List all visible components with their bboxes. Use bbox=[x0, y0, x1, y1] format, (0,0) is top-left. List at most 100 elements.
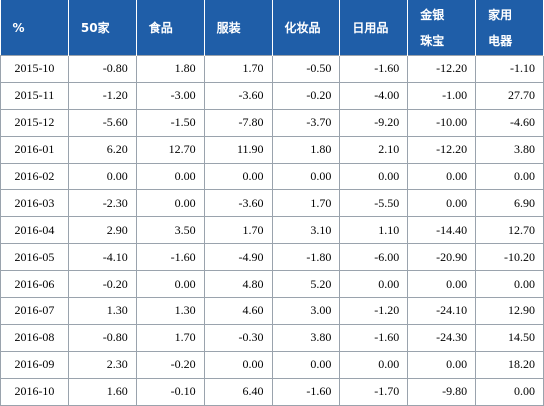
date-cell: 2016-02 bbox=[0, 162, 69, 191]
header-text: 50家 bbox=[80, 20, 110, 35]
value-cell: -3.60 bbox=[203, 189, 273, 218]
value-cell: 4.80 bbox=[203, 270, 273, 299]
header-text: 服装 bbox=[216, 20, 241, 35]
value-cell: 0.00 bbox=[407, 350, 477, 379]
table-row: 2016-07 1.30 1.30 4.60 3.00 -1.20 -24.10 12.90 bbox=[0, 297, 544, 325]
value-cell: -7.80 bbox=[203, 108, 273, 137]
value-cell: -1.60 bbox=[135, 243, 205, 272]
value-cell: 6.40 bbox=[203, 377, 273, 406]
value-cell: 11.90 bbox=[203, 135, 273, 164]
value-cell: 3.50 bbox=[135, 216, 205, 245]
value-cell: -1.00 bbox=[407, 81, 477, 110]
value-cell: 4.60 bbox=[203, 297, 273, 325]
value-cell: 0.00 bbox=[271, 350, 341, 379]
value-cell: 0.00 bbox=[135, 162, 205, 191]
table-body: 2015-10 -0.80 1.80 1.70 -0.50 -1.60 -12.20 -1.1… bbox=[0, 55, 544, 406]
value-cell: 2.10 bbox=[339, 135, 409, 164]
header-cell: 家用 电器 bbox=[475, 0, 544, 56]
value-cell: -0.10 bbox=[135, 377, 205, 406]
value-cell: 3.00 bbox=[271, 297, 341, 325]
value-cell: 14.50 bbox=[475, 323, 544, 352]
value-cell: -12.20 bbox=[407, 55, 477, 83]
header-text: 日用品 bbox=[352, 20, 389, 35]
date-cell: 2016-07 bbox=[0, 297, 69, 325]
value-cell: 0.00 bbox=[67, 162, 137, 191]
value-cell: -4.60 bbox=[475, 108, 544, 137]
value-cell: -1.50 bbox=[135, 108, 205, 137]
value-cell: -5.50 bbox=[339, 189, 409, 218]
value-cell: -24.30 bbox=[407, 323, 477, 352]
value-cell: 0.00 bbox=[407, 162, 477, 191]
date-cell: 2016-03 bbox=[0, 189, 69, 218]
value-cell: -3.70 bbox=[271, 108, 341, 137]
value-cell: -24.10 bbox=[407, 297, 477, 325]
value-cell: 0.00 bbox=[339, 350, 409, 379]
date-cell: 2015-12 bbox=[0, 108, 69, 137]
value-cell: -0.50 bbox=[271, 55, 341, 83]
header-cell: 50家 bbox=[68, 0, 137, 56]
table-row: 2016-02 0.00 0.00 0.00 0.00 0.00 0.00 0.00 bbox=[0, 162, 544, 191]
value-cell: -14.40 bbox=[407, 216, 477, 245]
table-row: 2016-10 1.60 -0.10 6.40 -1.60 -1.70 -9.80 0.00 bbox=[0, 377, 544, 406]
value-cell: -20.90 bbox=[407, 243, 477, 272]
table-row: 2016-09 2.30 -0.20 0.00 0.00 0.00 0.00 18.20 bbox=[0, 350, 544, 379]
value-cell: 0.00 bbox=[407, 270, 477, 299]
value-cell: 1.80 bbox=[135, 55, 205, 83]
table-row: 2016-05 -4.10 -1.60 -4.90 -1.80 -6.00 -20.90 -1… bbox=[0, 243, 544, 272]
value-cell: -12.20 bbox=[407, 135, 477, 164]
value-cell: -0.30 bbox=[203, 323, 273, 352]
value-cell: -9.80 bbox=[407, 377, 477, 406]
value-cell: 1.70 bbox=[203, 216, 273, 245]
value-cell: -0.80 bbox=[67, 55, 137, 83]
value-cell: -10.20 bbox=[475, 243, 544, 272]
value-cell: 0.00 bbox=[271, 162, 341, 191]
value-cell: 12.70 bbox=[475, 216, 544, 245]
header-text: % bbox=[12, 20, 25, 35]
value-cell: 6.90 bbox=[475, 189, 544, 218]
value-cell: -1.20 bbox=[67, 81, 137, 110]
value-cell: 0.00 bbox=[475, 377, 544, 406]
value-cell: -10.00 bbox=[407, 108, 477, 137]
value-cell: 0.00 bbox=[339, 162, 409, 191]
date-cell: 2015-11 bbox=[0, 81, 69, 110]
value-cell: 0.00 bbox=[203, 162, 273, 191]
value-cell: -1.60 bbox=[339, 55, 409, 83]
date-cell: 2015-10 bbox=[0, 55, 69, 83]
value-cell: -3.00 bbox=[135, 81, 205, 110]
table-row: 2016-06 -0.20 0.00 4.80 5.20 0.00 0.00 0.00 bbox=[0, 270, 544, 299]
header-cell: 金银 珠宝 bbox=[407, 0, 477, 56]
value-cell: 1.30 bbox=[67, 297, 137, 325]
value-cell: -1.70 bbox=[339, 377, 409, 406]
value-cell: -1.80 bbox=[271, 243, 341, 272]
header-text: 金银 bbox=[420, 7, 445, 22]
value-cell: 3.80 bbox=[271, 323, 341, 352]
value-cell: 1.10 bbox=[339, 216, 409, 245]
table-row: 2015-10 -0.80 1.80 1.70 -0.50 -1.60 -12.20 -1.1… bbox=[0, 55, 544, 83]
date-cell: 2016-08 bbox=[0, 323, 69, 352]
date-cell: 2016-10 bbox=[0, 377, 69, 406]
value-cell: -0.20 bbox=[271, 81, 341, 110]
value-cell: -1.60 bbox=[339, 323, 409, 352]
value-cell: 12.90 bbox=[475, 297, 544, 325]
header-text: 家用 bbox=[488, 7, 513, 22]
value-cell: 5.20 bbox=[271, 270, 341, 299]
header-text: 电器 bbox=[488, 33, 513, 48]
value-cell: -5.60 bbox=[67, 108, 137, 137]
date-cell: 2016-09 bbox=[0, 350, 69, 379]
value-cell: 3.10 bbox=[271, 216, 341, 245]
value-cell: 6.20 bbox=[67, 135, 137, 164]
value-cell: 0.00 bbox=[339, 270, 409, 299]
value-cell: -3.60 bbox=[203, 81, 273, 110]
value-cell: 0.00 bbox=[203, 350, 273, 379]
date-cell: 2016-01 bbox=[0, 135, 69, 164]
table-row: 2015-12 -5.60 -1.50 -7.80 -3.70 -9.20 -10.00 -4… bbox=[0, 108, 544, 137]
value-cell: -9.20 bbox=[339, 108, 409, 137]
value-cell: -1.20 bbox=[339, 297, 409, 325]
value-cell: -4.90 bbox=[203, 243, 273, 272]
value-cell: 0.00 bbox=[475, 162, 544, 191]
value-cell: -0.80 bbox=[67, 323, 137, 352]
value-cell: -6.00 bbox=[339, 243, 409, 272]
table-row: 2016-04 2.90 3.50 1.70 3.10 1.10 -14.40 12.70 bbox=[0, 216, 544, 245]
header-cell: 日用品 bbox=[339, 0, 409, 56]
